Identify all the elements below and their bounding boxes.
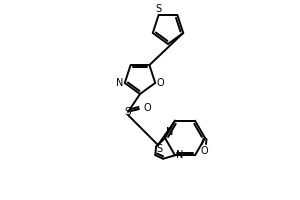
Text: S: S (156, 144, 162, 154)
Text: S: S (125, 107, 131, 117)
Text: O: O (200, 146, 208, 156)
Text: S: S (155, 4, 162, 14)
Text: O: O (143, 103, 151, 113)
Text: O: O (156, 78, 164, 88)
Text: N: N (176, 150, 183, 160)
Text: N: N (166, 127, 173, 137)
Text: N: N (116, 78, 124, 88)
